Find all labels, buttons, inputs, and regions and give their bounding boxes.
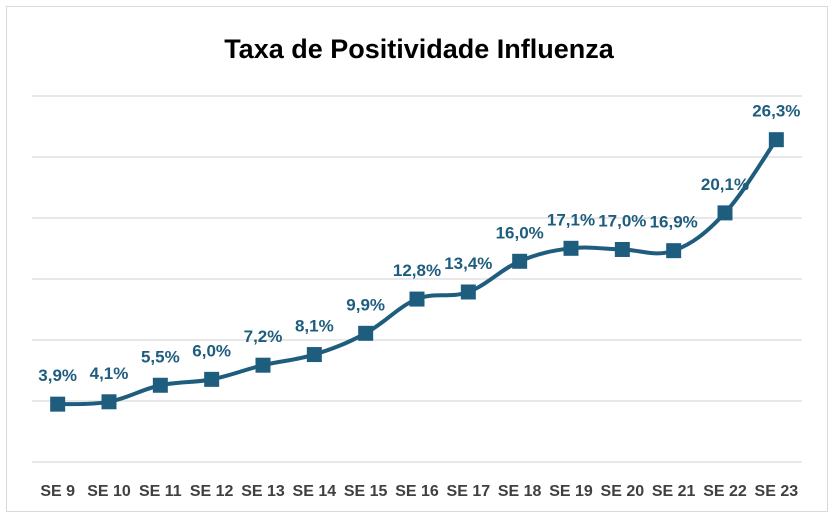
data-label-3: 5,5% — [141, 347, 180, 366]
x-tick-label-13: SE 21 — [652, 483, 696, 500]
data-point-5 — [255, 357, 271, 373]
data-point-14 — [717, 205, 733, 221]
data-label-1: 3,9% — [38, 366, 77, 385]
data-markers — [50, 132, 784, 412]
data-point-8 — [409, 291, 425, 307]
data-label-15: 26,3% — [752, 102, 800, 121]
data-label-4: 6,0% — [192, 341, 231, 360]
x-tick-label-15: SE 23 — [755, 483, 799, 500]
data-point-15 — [768, 132, 784, 148]
data-label-9: 13,4% — [444, 254, 492, 273]
x-tick-label-10: SE 18 — [498, 483, 542, 500]
data-point-1 — [50, 396, 66, 412]
data-label-13: 16,9% — [650, 213, 698, 232]
data-point-11 — [563, 240, 579, 256]
x-tick-label-1: SE 9 — [40, 483, 75, 500]
x-tick-label-2: SE 10 — [87, 483, 131, 500]
data-point-7 — [358, 325, 374, 341]
chart-frame — [6, 6, 828, 512]
data-label-14: 20,1% — [701, 175, 749, 194]
x-tick-label-4: SE 12 — [190, 483, 234, 500]
data-label-2: 4,1% — [90, 364, 129, 383]
data-point-12 — [614, 241, 630, 257]
data-labels: 3,9% 4,1%5,5% 6,0%7,2%8,1%9,9%12,8% 13,4%16… — [38, 102, 800, 385]
x-tick-label-3: SE 11 — [139, 483, 182, 500]
data-point-13 — [666, 243, 682, 259]
data-label-10: 16,0% — [496, 223, 544, 242]
x-tick-label-5: SE 13 — [241, 483, 285, 500]
data-label-7: 9,9% — [346, 295, 385, 314]
chart-title: Taxa de Positividade Influenza — [224, 34, 615, 64]
gridlines — [32, 95, 802, 463]
x-tick-label-9: SE 17 — [447, 483, 491, 500]
data-label-8: 12,8% — [393, 261, 441, 280]
x-tick-label-11: SE 19 — [549, 483, 593, 500]
data-label-11: 17,1% — [547, 210, 595, 229]
data-point-3 — [152, 377, 168, 393]
data-label-5: 7,2% — [244, 327, 283, 346]
data-point-10 — [512, 253, 528, 269]
data-point-6 — [306, 347, 322, 363]
x-tick-label-6: SE 14 — [293, 483, 337, 500]
x-tick-label-7: SE 15 — [344, 483, 388, 500]
x-tick-label-14: SE 22 — [703, 483, 747, 500]
data-point-9 — [460, 284, 476, 300]
data-label-12: 17,0% — [598, 211, 646, 230]
data-label-6: 8,1% — [295, 317, 334, 336]
x-tick-label-8: SE 16 — [395, 483, 439, 500]
x-axis-tick-labels: SE 9 SE 10 SE 11 SE 12 SE 13 SE 14 SE 15 SE 16 S… — [40, 483, 798, 500]
x-tick-label-12: SE 20 — [601, 483, 645, 500]
data-point-4 — [204, 371, 220, 387]
data-point-2 — [101, 394, 117, 410]
